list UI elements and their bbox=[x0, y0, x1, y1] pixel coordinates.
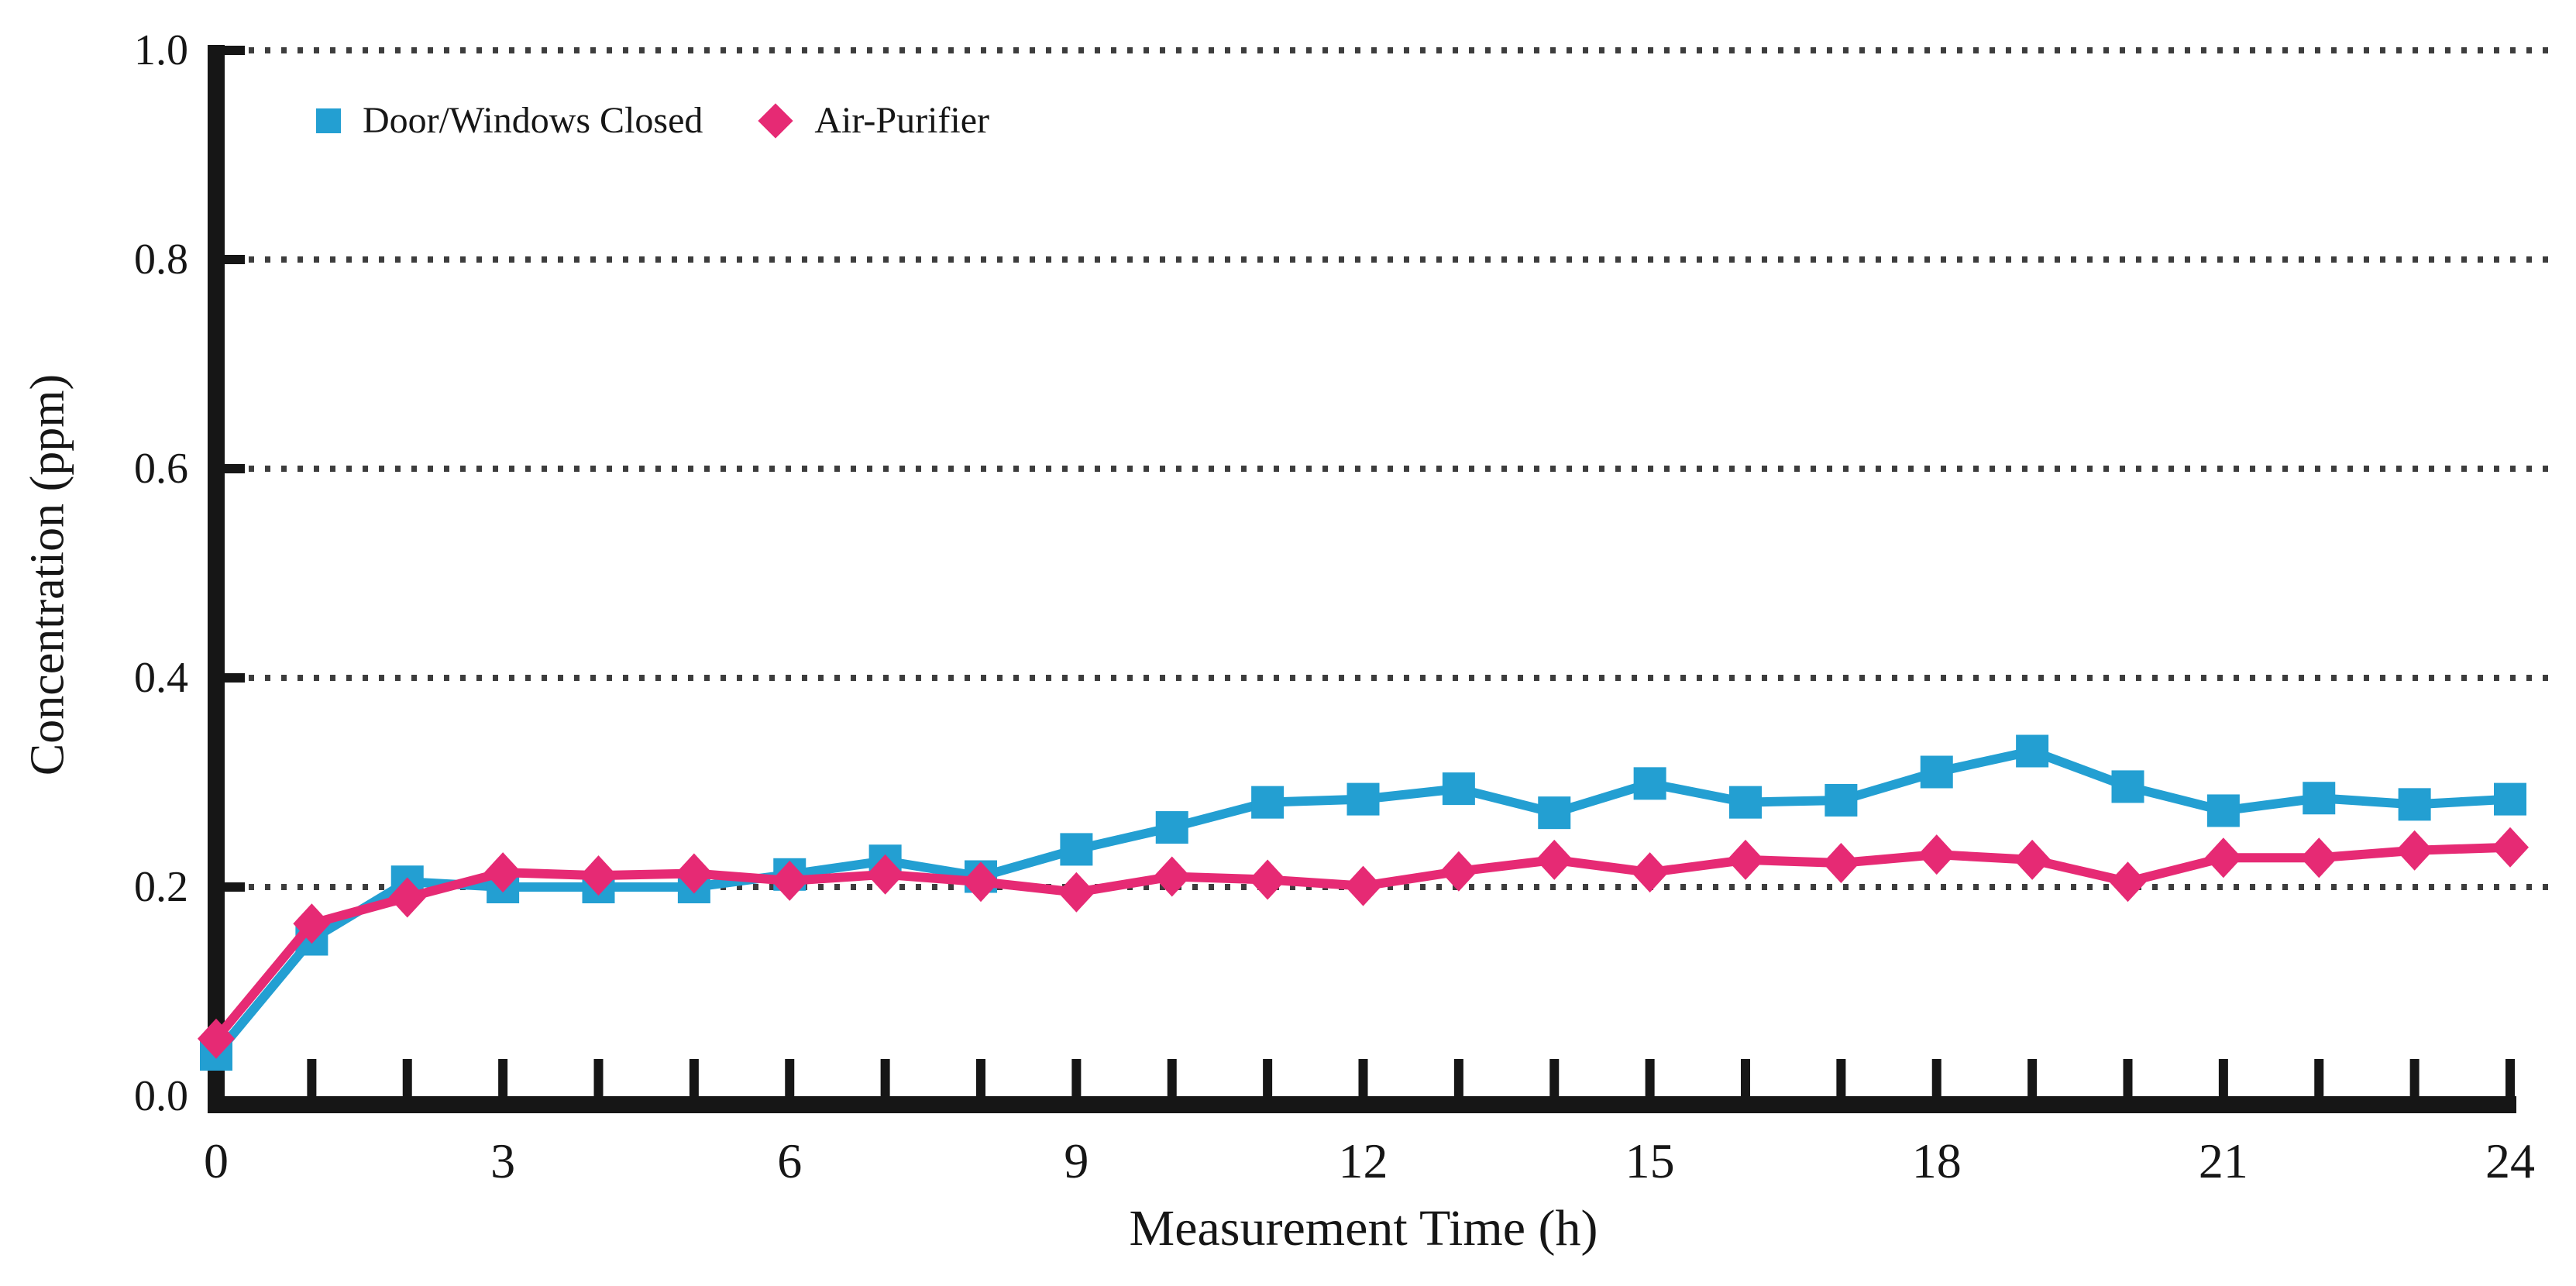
x-tick bbox=[2218, 1059, 2228, 1096]
data-point-square bbox=[1155, 811, 1188, 844]
y-axis-title: Concentration (ppm) bbox=[21, 373, 74, 776]
x-tick bbox=[880, 1059, 890, 1096]
y-tick bbox=[208, 673, 245, 683]
data-point-square bbox=[2206, 794, 2240, 827]
data-point-diamond bbox=[1536, 839, 1573, 880]
square-marker-icon bbox=[316, 108, 341, 133]
y-tick bbox=[208, 255, 245, 264]
x-axis-line bbox=[208, 1096, 2516, 1113]
data-point-diamond bbox=[580, 855, 617, 896]
x-tick bbox=[976, 1059, 985, 1096]
y-tick bbox=[208, 464, 245, 473]
x-tick bbox=[1836, 1059, 1846, 1096]
data-point-diamond bbox=[675, 853, 713, 894]
data-point-diamond bbox=[1727, 839, 1764, 880]
y-tick-label: 1.0 bbox=[134, 26, 188, 74]
y-tick-label: 0.0 bbox=[134, 1072, 188, 1120]
y-tick bbox=[208, 46, 245, 55]
data-point-square bbox=[2111, 770, 2144, 803]
data-point-square bbox=[1346, 782, 1380, 816]
x-tick bbox=[689, 1059, 699, 1096]
y-tick bbox=[208, 882, 245, 892]
x-tick bbox=[2123, 1059, 2133, 1096]
x-tick bbox=[1645, 1059, 1655, 1096]
x-tick bbox=[402, 1059, 412, 1096]
x-tick-label: 18 bbox=[1911, 1133, 1962, 1188]
data-point-diamond bbox=[388, 877, 426, 918]
data-point-diamond bbox=[1822, 842, 1860, 883]
x-tick-label: 15 bbox=[1625, 1133, 1675, 1188]
data-point-square bbox=[1442, 772, 1475, 806]
x-tick bbox=[2505, 1059, 2515, 1096]
legend-item-door-windows-closed: Door/Windows Closed bbox=[316, 99, 703, 142]
data-point-diamond bbox=[866, 854, 904, 895]
diamond-marker-icon bbox=[758, 102, 794, 139]
x-tick-label: 12 bbox=[1338, 1133, 1388, 1188]
y-tick-label: 0.6 bbox=[134, 445, 188, 493]
data-point-diamond bbox=[1917, 834, 1955, 875]
data-point-square bbox=[2016, 734, 2049, 768]
x-axis-title: Measurement Time (h) bbox=[1129, 1200, 1598, 1257]
data-point-diamond bbox=[962, 861, 999, 903]
data-point-diamond bbox=[2014, 839, 2052, 880]
x-tick bbox=[1741, 1059, 1750, 1096]
y-tick-label: 0.4 bbox=[134, 654, 188, 702]
x-tick-label: 0 bbox=[204, 1133, 229, 1188]
y-axis-line bbox=[208, 45, 225, 1113]
x-tick bbox=[2027, 1059, 2038, 1096]
x-tick-label: 3 bbox=[490, 1133, 516, 1188]
x-tick-label: 21 bbox=[2198, 1133, 2248, 1188]
legend-label-air-purifier: Air-Purifier bbox=[814, 100, 990, 141]
data-point-diamond bbox=[2395, 830, 2433, 871]
x-tick-label: 9 bbox=[1064, 1133, 1089, 1188]
y-tick-label: 0.2 bbox=[134, 863, 188, 911]
x-tick bbox=[1167, 1059, 1177, 1096]
x-tick-label: 24 bbox=[2485, 1133, 2535, 1188]
data-point-square bbox=[1633, 767, 1666, 800]
legend-item-air-purifier: Air-Purifier bbox=[758, 99, 989, 142]
data-point-diamond bbox=[198, 1018, 235, 1059]
data-point-square bbox=[2303, 782, 2336, 815]
data-point-diamond bbox=[1249, 859, 1287, 900]
x-tick bbox=[2314, 1059, 2324, 1096]
x-tick bbox=[1358, 1059, 1368, 1096]
data-point-diamond bbox=[2300, 837, 2338, 879]
data-point-diamond bbox=[1153, 856, 1191, 897]
data-point-diamond bbox=[2109, 861, 2147, 903]
data-point-square bbox=[1060, 833, 1093, 866]
data-point-square bbox=[1251, 786, 1285, 819]
data-point-diamond bbox=[484, 852, 522, 893]
data-point-square bbox=[1920, 755, 1953, 789]
x-tick bbox=[1453, 1059, 1463, 1096]
x-tick bbox=[2409, 1059, 2420, 1096]
x-tick bbox=[307, 1059, 317, 1096]
x-tick-label: 6 bbox=[777, 1133, 803, 1188]
data-point-diamond bbox=[1631, 852, 1669, 893]
data-point-diamond bbox=[293, 903, 331, 944]
data-point-diamond bbox=[1058, 872, 1095, 913]
legend: Door/Windows Closed Air-Purifier bbox=[316, 99, 989, 142]
data-point-square bbox=[1825, 783, 1858, 817]
x-tick bbox=[1549, 1059, 1560, 1096]
x-tick bbox=[1931, 1059, 1941, 1096]
x-tick bbox=[1071, 1059, 1082, 1096]
data-point-square bbox=[1729, 786, 1762, 819]
legend-label-door-windows-closed: Door/Windows Closed bbox=[363, 100, 703, 141]
x-tick bbox=[593, 1059, 604, 1096]
data-point-diamond bbox=[1344, 865, 1382, 906]
data-point-square bbox=[2494, 782, 2526, 816]
x-tick bbox=[785, 1059, 795, 1096]
data-point-diamond bbox=[771, 860, 809, 901]
x-tick bbox=[498, 1059, 508, 1096]
data-point-diamond bbox=[2204, 837, 2242, 879]
data-point-square bbox=[1538, 796, 1571, 830]
data-point-diamond bbox=[2492, 827, 2529, 868]
data-point-square bbox=[2398, 788, 2431, 821]
data-point-diamond bbox=[1439, 851, 1477, 892]
y-tick-label: 0.8 bbox=[134, 236, 188, 284]
x-tick bbox=[1263, 1059, 1273, 1096]
